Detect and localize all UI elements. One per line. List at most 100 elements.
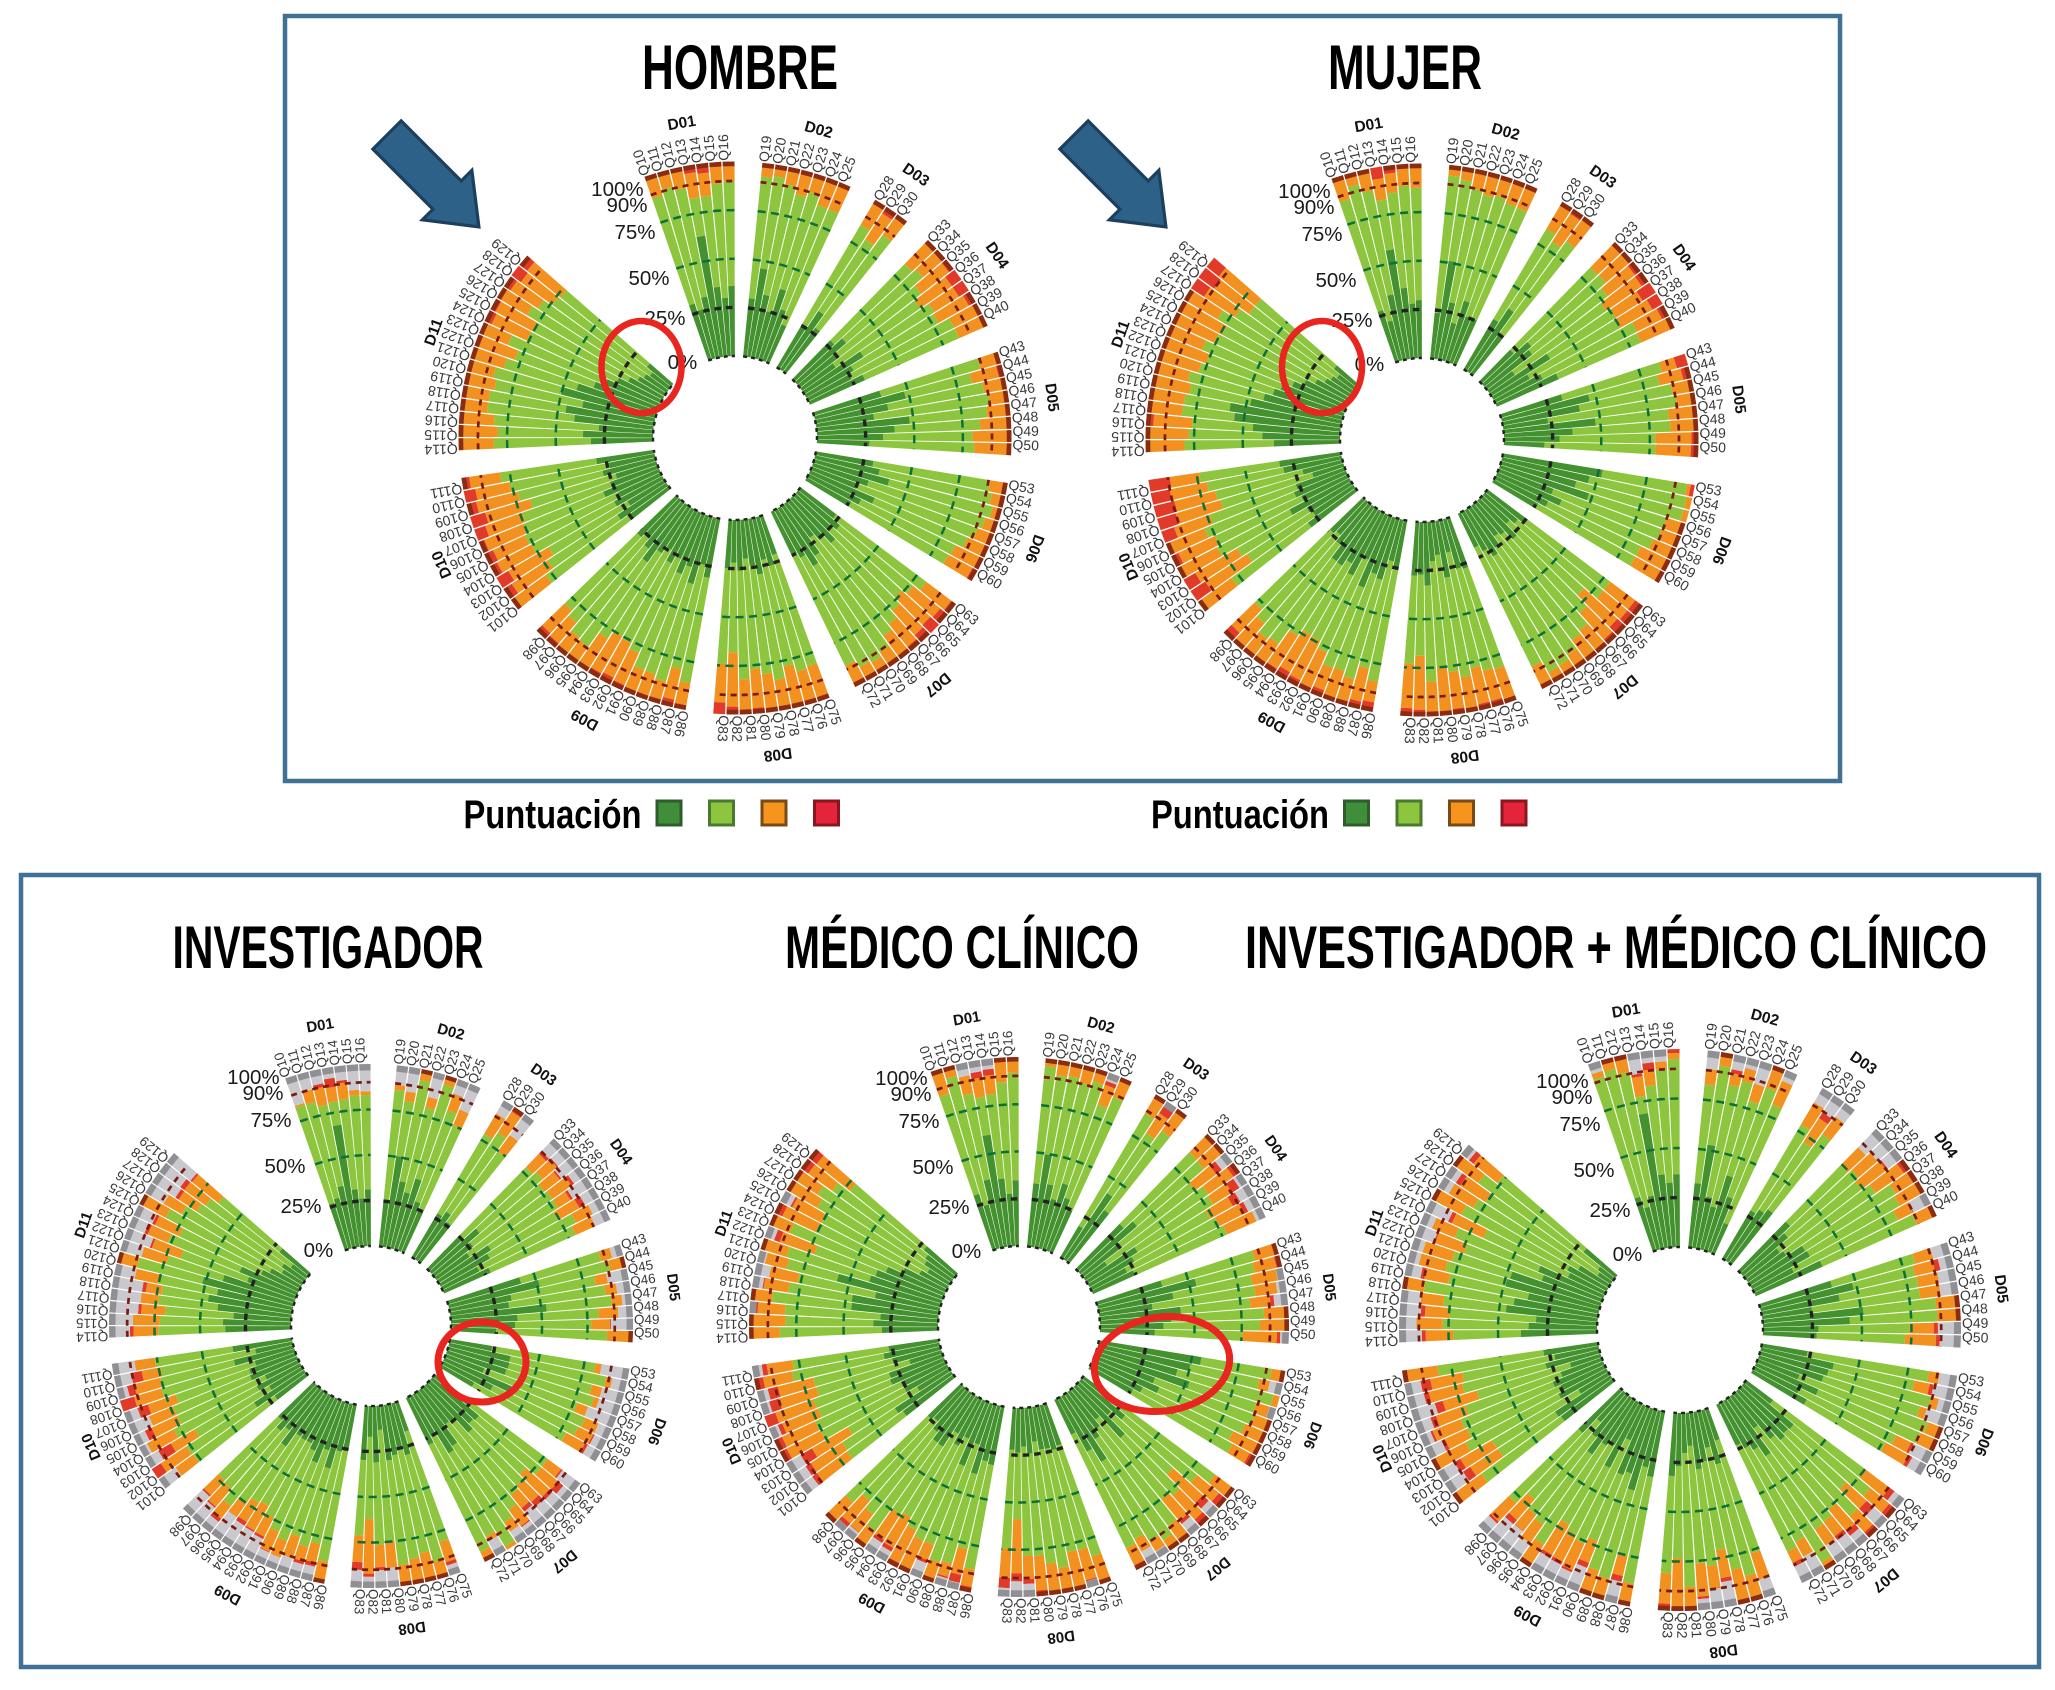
svg-text:Q76: Q76 [1755, 1598, 1778, 1628]
svg-text:Q110: Q110 [82, 1379, 116, 1400]
svg-text:D08: D08 [762, 744, 793, 765]
svg-text:Q11: Q11 [1587, 1032, 1609, 1061]
svg-text:Q22: Q22 [1741, 1029, 1763, 1059]
svg-text:Q45: Q45 [1004, 365, 1033, 386]
svg-text:Q45: Q45 [1691, 367, 1720, 388]
svg-text:Q77: Q77 [428, 1579, 448, 1607]
svg-text:Q21: Q21 [1469, 140, 1490, 169]
svg-text:Q80: Q80 [1040, 1596, 1057, 1623]
svg-text:Q20: Q20 [1715, 1024, 1735, 1053]
svg-text:Q114: Q114 [716, 1330, 749, 1346]
svg-text:Q77: Q77 [796, 705, 818, 735]
svg-text:50%: 50% [912, 1156, 953, 1179]
svg-text:MÉDICO CLÍNICO: MÉDICO CLÍNICO [785, 914, 1139, 981]
svg-text:Q11: Q11 [643, 145, 665, 174]
svg-text:Q43: Q43 [1684, 339, 1714, 362]
svg-text:Q10: Q10 [629, 148, 652, 178]
svg-text:Q81: Q81 [1430, 717, 1447, 744]
svg-text:Puntuación: Puntuación [1151, 793, 1329, 837]
svg-text:Q80: Q80 [1443, 715, 1461, 743]
svg-text:Q50: Q50 [634, 1325, 660, 1341]
svg-text:Q114: Q114 [1111, 443, 1145, 460]
svg-text:100%: 100% [1536, 1070, 1588, 1093]
svg-text:Q44: Q44 [1001, 351, 1031, 373]
svg-text:Q55: Q55 [1688, 505, 1718, 528]
svg-text:Q12: Q12 [944, 1037, 964, 1065]
svg-text:Q43: Q43 [619, 1230, 648, 1252]
svg-text:Q117: Q117 [1365, 1289, 1400, 1309]
svg-text:Q88: Q88 [1586, 1599, 1609, 1629]
svg-text:Q87: Q87 [943, 1589, 964, 1617]
svg-text:Q82: Q82 [1416, 717, 1432, 744]
svg-text:Q15: Q15 [700, 134, 718, 162]
svg-text:D01: D01 [666, 113, 697, 135]
svg-text:Q119: Q119 [1116, 370, 1152, 393]
svg-text:Q79: Q79 [1053, 1594, 1071, 1621]
svg-text:Q78: Q78 [1470, 711, 1491, 740]
svg-text:D05: D05 [663, 1273, 683, 1302]
svg-text:Q19: Q19 [1040, 1031, 1058, 1058]
svg-text:Q118: Q118 [1367, 1274, 1403, 1295]
svg-text:Q16: Q16 [1000, 1031, 1016, 1057]
svg-text:Q82: Q82 [729, 715, 745, 742]
svg-text:Q114: Q114 [1365, 1333, 1399, 1350]
svg-text:Q54: Q54 [1691, 492, 1721, 514]
svg-text:Q22: Q22 [1078, 1038, 1099, 1067]
svg-text:Q12: Q12 [657, 140, 678, 169]
svg-text:Q46: Q46 [1957, 1271, 1986, 1291]
svg-text:Q46: Q46 [1694, 381, 1723, 401]
svg-text:Q110: Q110 [1371, 1387, 1407, 1410]
svg-text:Q83: Q83 [1402, 717, 1420, 745]
svg-text:75%: 75% [898, 1110, 939, 1133]
svg-text:D02: D02 [1085, 1014, 1116, 1038]
svg-text:Q55: Q55 [623, 1388, 652, 1409]
svg-text:Q86: Q86 [671, 709, 692, 738]
svg-text:Q10: Q10 [917, 1044, 939, 1073]
svg-text:Q19: Q19 [1443, 136, 1462, 164]
svg-text:D01: D01 [1611, 1000, 1642, 1022]
svg-text:Q82: Q82 [1674, 1612, 1690, 1639]
svg-text:Q83: Q83 [999, 1597, 1015, 1623]
svg-text:Q111: Q111 [81, 1367, 114, 1387]
svg-text:Q12: Q12 [1601, 1028, 1622, 1057]
svg-text:Q19: Q19 [756, 134, 775, 162]
svg-text:Q47: Q47 [1959, 1285, 1987, 1304]
svg-text:D02: D02 [1749, 1006, 1781, 1030]
svg-text:Q117: Q117 [1112, 399, 1147, 419]
svg-text:90%: 90% [890, 1083, 931, 1106]
svg-text:0%: 0% [304, 1239, 334, 1262]
svg-text:Q49: Q49 [1962, 1315, 1989, 1331]
svg-text:Q76: Q76 [1496, 703, 1519, 733]
svg-text:D02: D02 [1490, 120, 1522, 144]
svg-text:Q48: Q48 [1289, 1299, 1315, 1315]
svg-text:D02: D02 [435, 1020, 466, 1044]
svg-text:90%: 90% [606, 194, 647, 217]
svg-text:Q53: Q53 [629, 1363, 657, 1382]
svg-text:Q10: Q10 [1573, 1035, 1596, 1065]
svg-text:Q79: Q79 [403, 1585, 421, 1612]
svg-text:Q20: Q20 [403, 1040, 422, 1068]
svg-text:Q16: Q16 [1660, 1021, 1677, 1048]
svg-text:Q43: Q43 [997, 337, 1027, 360]
svg-text:Q48: Q48 [633, 1298, 659, 1314]
svg-text:Q110: Q110 [722, 1382, 756, 1403]
svg-text:Q117: Q117 [77, 1287, 111, 1306]
svg-text:Q119: Q119 [1369, 1259, 1405, 1282]
svg-text:Q21: Q21 [1066, 1035, 1086, 1063]
svg-text:Q22: Q22 [795, 141, 817, 171]
svg-text:90%: 90% [1551, 1086, 1592, 1109]
svg-text:Q114: Q114 [76, 1329, 109, 1345]
svg-text:75%: 75% [1559, 1113, 1600, 1136]
svg-text:Q118: Q118 [1113, 385, 1149, 406]
svg-text:Q54: Q54 [626, 1375, 655, 1396]
svg-text:D08: D08 [1449, 746, 1480, 767]
svg-text:Q44: Q44 [1688, 353, 1718, 375]
svg-text:Q83: Q83 [715, 715, 733, 743]
svg-text:25%: 25% [928, 1196, 969, 1219]
svg-text:Q115: Q115 [1111, 429, 1145, 446]
svg-text:Q110: Q110 [431, 494, 467, 517]
svg-text:50%: 50% [1315, 269, 1356, 292]
svg-text:Q114: Q114 [424, 441, 458, 458]
svg-text:Q53: Q53 [1007, 476, 1036, 497]
svg-text:D08: D08 [397, 1617, 427, 1638]
